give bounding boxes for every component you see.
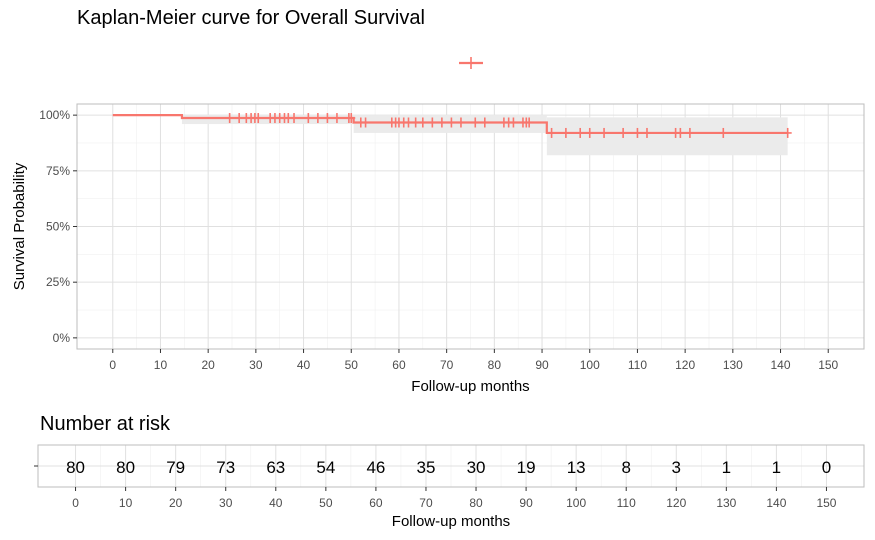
- risk-count-label: 35: [417, 458, 436, 477]
- risk-count-label: 80: [66, 458, 85, 477]
- censor-mark: [290, 113, 299, 124]
- confidence-band: [546, 117, 788, 156]
- risk-x-tick-label: 110: [617, 496, 636, 510]
- x-tick-label: 130: [723, 358, 743, 372]
- censor-mark: [323, 113, 332, 124]
- censor-mark: [585, 127, 594, 138]
- y-tick-label: 50%: [46, 220, 70, 234]
- censor-mark: [676, 127, 685, 138]
- x-tick-label: 140: [771, 358, 791, 372]
- risk-table-title: Number at risk: [40, 413, 171, 435]
- censor-mark: [619, 127, 628, 138]
- x-tick-label: 60: [392, 358, 406, 372]
- x-tick-label: 0: [109, 358, 116, 372]
- censor-mark: [254, 113, 263, 124]
- censor-mark: [235, 113, 244, 124]
- x-tick-label: 20: [201, 358, 215, 372]
- censor-mark: [783, 127, 792, 138]
- censor-mark: [225, 113, 234, 124]
- y-axis-title: Survival Probability: [11, 162, 28, 290]
- risk-x-tick-label: 100: [566, 496, 586, 510]
- censor-mark: [576, 127, 585, 138]
- censor-mark: [456, 117, 465, 128]
- x-tick-label: 90: [535, 358, 549, 372]
- risk-count-label: 73: [216, 458, 235, 477]
- censor-mark: [633, 127, 642, 138]
- x-tick-label: 110: [628, 358, 647, 372]
- confidence-band: [353, 115, 547, 133]
- risk-count-label: 46: [366, 458, 385, 477]
- y-tick-label: 75%: [46, 164, 70, 178]
- risk-x-tick-label: 60: [369, 496, 383, 510]
- risk-x-tick-label: 0: [72, 496, 79, 510]
- x-tick-label: 80: [488, 358, 502, 372]
- risk-count-label: 30: [467, 458, 486, 477]
- censor-mark: [525, 117, 534, 128]
- risk-count-label: 1: [772, 458, 781, 477]
- risk-x-tick-label: 20: [169, 496, 183, 510]
- risk-count-label: 0: [822, 458, 831, 477]
- risk-x-tick-label: 30: [219, 496, 233, 510]
- risk-x-axis-title: Follow-up months: [392, 513, 510, 530]
- censor-mark: [447, 117, 456, 128]
- censor-mark: [437, 117, 446, 128]
- x-tick-label: 70: [440, 358, 454, 372]
- x-tick-label: 50: [345, 358, 359, 372]
- risk-count-label: 8: [621, 458, 630, 477]
- censor-mark: [313, 113, 322, 124]
- legend-key: [459, 57, 483, 69]
- censor-mark: [304, 113, 313, 124]
- risk-count-label: 13: [567, 458, 586, 477]
- censor-mark: [509, 117, 518, 128]
- risk-count-label: 80: [116, 458, 135, 477]
- x-axis-title: Follow-up months: [411, 378, 529, 395]
- censor-mark: [347, 113, 356, 124]
- censor-mark: [404, 117, 413, 128]
- x-tick-label: 150: [818, 358, 838, 372]
- x-tick-label: 100: [580, 358, 600, 372]
- risk-count-label: 1: [722, 458, 731, 477]
- risk-x-tick-label: 10: [119, 496, 133, 510]
- censor-mark: [685, 127, 694, 138]
- censor-mark: [471, 117, 480, 128]
- chart-title: Kaplan-Meier curve for Overall Survival: [77, 7, 425, 29]
- censor-mark: [418, 117, 427, 128]
- confidence-band: [181, 115, 354, 125]
- x-tick-label: 120: [675, 358, 695, 372]
- x-tick-label: 40: [297, 358, 311, 372]
- risk-count-label: 63: [266, 458, 285, 477]
- risk-x-tick-label: 80: [469, 496, 483, 510]
- risk-x-tick-label: 150: [816, 496, 836, 510]
- censor-mark: [411, 117, 420, 128]
- risk-count-label: 3: [672, 458, 681, 477]
- x-tick-label: 30: [249, 358, 263, 372]
- risk-x-tick-label: 140: [766, 496, 786, 510]
- censor-mark: [719, 127, 728, 138]
- censor-mark: [361, 117, 370, 128]
- x-tick-label: 10: [154, 358, 168, 372]
- survival-curve: [112, 114, 788, 135]
- y-tick-label: 0%: [53, 331, 71, 345]
- risk-x-tick-label: 120: [666, 496, 686, 510]
- risk-count-label: 54: [316, 458, 335, 477]
- censor-mark: [642, 127, 651, 138]
- censor-mark: [600, 127, 609, 138]
- censor-mark: [561, 127, 570, 138]
- censor-mark: [547, 127, 556, 138]
- censor-mark: [332, 113, 341, 124]
- risk-x-tick-label: 50: [319, 496, 333, 510]
- risk-count-label: 79: [166, 458, 185, 477]
- censor-mark: [428, 117, 437, 128]
- risk-x-tick-label: 90: [519, 496, 533, 510]
- risk-x-tick-label: 70: [419, 496, 433, 510]
- y-tick-label: 25%: [46, 275, 70, 289]
- censor-mark: [480, 117, 489, 128]
- risk-count-label: 19: [517, 458, 536, 477]
- y-tick-label: 100%: [39, 108, 70, 122]
- risk-x-tick-label: 130: [716, 496, 736, 510]
- risk-x-tick-label: 40: [269, 496, 283, 510]
